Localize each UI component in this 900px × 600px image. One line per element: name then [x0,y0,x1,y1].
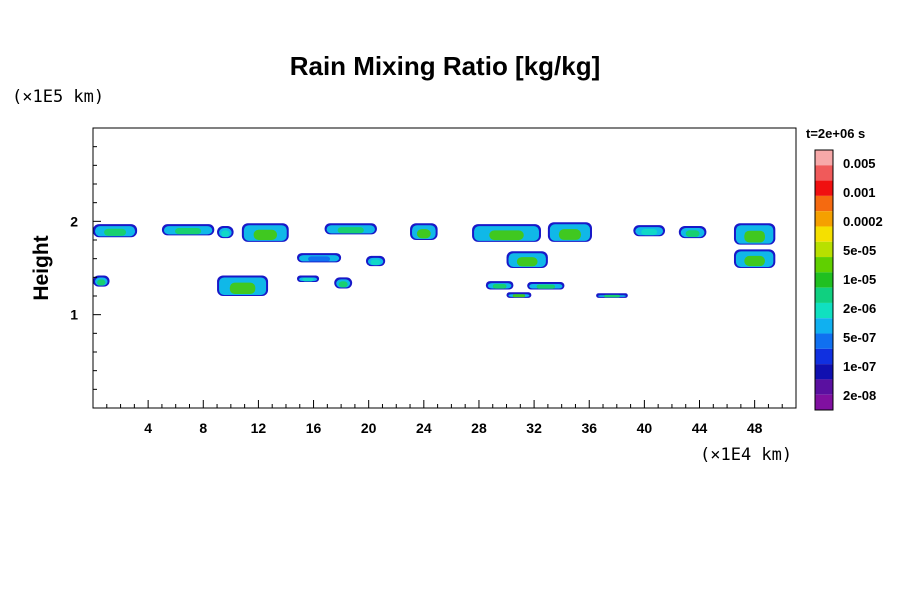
rain-cell [678,226,707,239]
rain-cell-core [175,228,202,235]
rain-cell [324,223,377,235]
rain-cell [527,282,565,290]
y-axis-label: Height [30,235,53,300]
colorbar-band [815,287,833,303]
y-unit-label: (×1E5 km) [12,87,104,107]
x-tick-label: 28 [471,420,487,436]
rain-cell [93,275,110,287]
colorbar-band [815,394,833,410]
x-tick-label: 44 [692,420,708,436]
x-tick-label: 4 [144,420,152,436]
rain-cell-core [337,227,364,234]
colorbar-band [815,348,833,365]
rain-cell-core [253,229,278,240]
rain-cell [506,251,548,268]
x-unit-label: (×1E4 km) [700,445,792,465]
rain-cell [334,277,353,289]
colorbar-band [815,226,833,242]
rain-cell [297,275,320,282]
colorbar-band [815,364,833,380]
colorbar-label: 5e-05 [843,243,876,258]
colorbar-band [815,211,833,227]
rain-cell-core [536,284,556,289]
x-tick-label: 48 [747,420,763,436]
rain-cell [733,223,776,245]
rain-cell-core [512,294,526,298]
rain-cell [410,223,438,240]
rain-cell-core [97,279,106,286]
colorbar-label: 1e-07 [843,359,876,374]
rain-cell-core [489,230,524,241]
rain-cell [485,281,514,290]
rain-cell [217,275,269,296]
colorbar-band [815,302,833,319]
rain-cell-core [302,277,314,282]
rain-cell [472,224,541,242]
rain-cell [365,255,386,267]
x-tick-label: 32 [526,420,542,436]
colorbar-band [815,379,833,395]
chart-title: Rain Mixing Ratio [kg/kg] [290,51,601,81]
colorbar-band [815,195,833,212]
rain-cell [241,223,289,242]
x-tick-label: 40 [637,420,653,436]
rain-field-cells [93,222,776,298]
colorbar-label: 2e-08 [843,388,876,403]
colorbar-band [815,333,833,349]
colorbar-label: 0.005 [843,156,876,171]
y-axis-ticks: 12 [70,146,101,390]
rain-cell-core [558,229,581,240]
x-tick-label: 20 [361,420,377,436]
rain-cell [297,253,342,263]
rain-cell-core [744,230,765,243]
colorbar: 0.005 0.001 0.0002 5e-05 1e-05 2e-06 5e-07 1e-0… [814,149,883,411]
x-tick-label: 8 [199,420,207,436]
colorbar-band [815,180,833,196]
colorbar-band [815,165,833,181]
x-axis-ticks: 4 8 12 16 20 24 28 32 36 40 44 48 [106,400,783,436]
x-tick-label: 24 [416,420,432,436]
y-tick-label: 2 [70,213,78,229]
rain-cell-core [221,230,230,237]
rain-cell [161,224,215,236]
rain-cell-core [492,284,507,289]
rain-cell-core [641,228,658,236]
plot-frame [92,127,797,409]
colorbar-label: 1e-05 [843,272,876,287]
rain-cell [596,293,628,298]
rain-cell [547,222,592,242]
colorbar-band [815,318,833,334]
rain-cell-core [338,281,348,288]
rain-cell-core [744,255,765,267]
rain-cell-core [604,294,620,298]
x-tick-label: 16 [306,420,322,436]
rain-cell [633,225,666,237]
colorbar-label: 0.0002 [843,214,883,229]
rain-cell [93,224,138,238]
rain-cell [217,226,234,239]
rain-cell-core [229,282,256,294]
colorbar-label: 5e-07 [843,330,876,345]
rain-cell-core [416,229,431,239]
colorbar-label: 2e-06 [843,301,876,316]
rain-cell [733,249,776,268]
colorbar-band [815,150,833,166]
colorbar-band [815,257,833,273]
colorbar-band [815,241,833,258]
colorbar-frame [814,149,834,411]
rain-cell-core [516,257,538,267]
rain-cell-core [104,228,127,236]
rain-cell-core [370,259,381,266]
x-tick-label: 36 [581,420,597,436]
rain-cell-core [685,230,700,237]
time-label: t=2e+06 s [806,126,865,141]
colorbar-label: 0.001 [843,185,876,200]
x-tick-label: 12 [251,420,267,436]
y-tick-label: 1 [70,307,78,323]
rain-cell [506,292,532,298]
colorbar-band [815,272,833,288]
rain-cell-core [308,256,331,262]
